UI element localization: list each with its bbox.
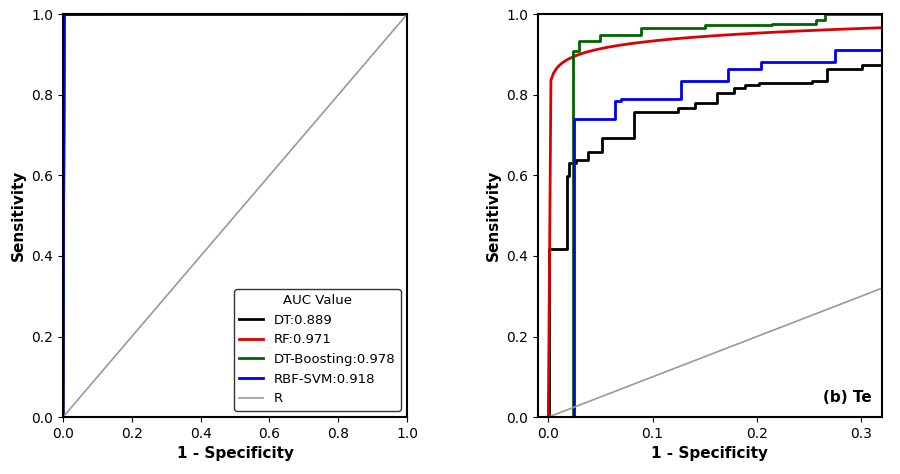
Text: (b) Te: (b) Te [823,390,872,405]
Legend: DT:0.889, RF:0.971, DT-Boosting:0.978, RBF-SVM:0.918, R: DT:0.889, RF:0.971, DT-Boosting:0.978, R… [234,289,400,410]
Y-axis label: Sensitivity: Sensitivity [486,170,500,261]
X-axis label: 1 - Specificity: 1 - Specificity [176,447,293,461]
Y-axis label: Sensitivity: Sensitivity [11,170,26,261]
X-axis label: 1 - Specificity: 1 - Specificity [652,447,769,461]
